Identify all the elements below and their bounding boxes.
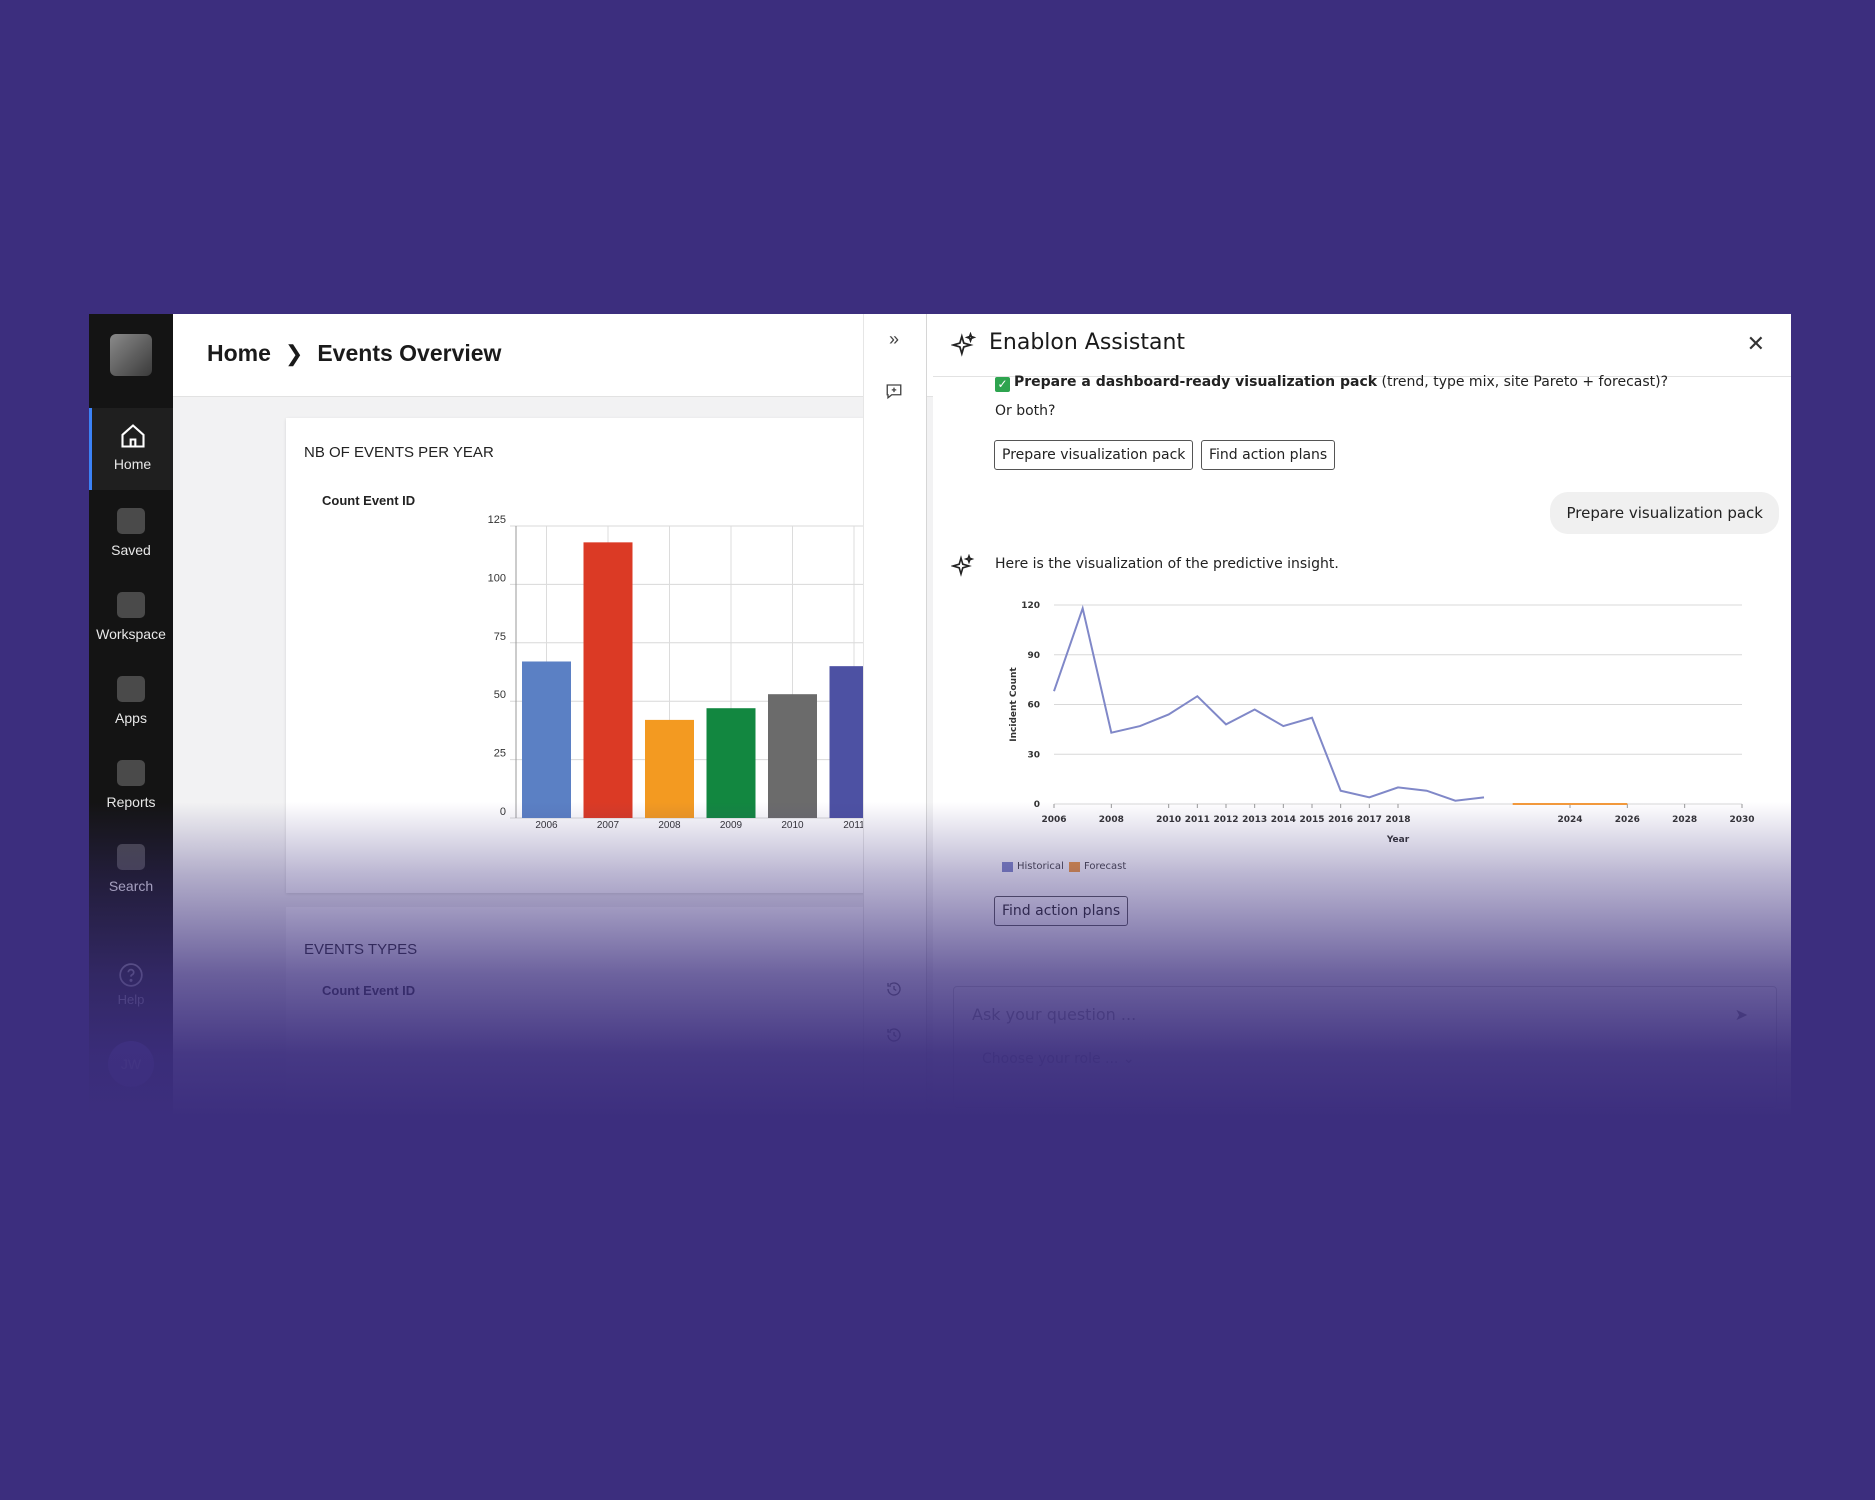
bar-chart: 0 25 50 75 100 125 2006 2007 2008 2009 2010 2011 <box>488 514 906 831</box>
x-tick-label: 2008 <box>1099 815 1124 825</box>
page-title: Events Overview <box>317 340 502 366</box>
y-tick-label: 0 <box>1034 800 1040 810</box>
y-tick-label: 60 <box>1027 701 1040 711</box>
app-window: Home Saved Workspace Apps Reports Search… <box>89 314 1791 1118</box>
question-input[interactable]: Ask your question ... ➤ Choose your role… <box>953 986 1777 1108</box>
bar <box>706 708 756 818</box>
x-tick-label: 2026 <box>1615 815 1640 825</box>
breadcrumb: Home ❯ Events Overview <box>207 340 501 367</box>
bar <box>583 542 633 818</box>
x-tick-label: 2028 <box>1672 815 1697 825</box>
y-tick-label: 90 <box>1027 651 1040 661</box>
sidebar-item-apps[interactable]: Apps <box>89 658 173 740</box>
new-chat-icon[interactable] <box>883 382 905 404</box>
events-per-year-card: NB OF EVENTS PER YEAR Count Event ID 0 25… <box>286 418 906 893</box>
reports-icon <box>117 760 145 786</box>
input-placeholder: Ask your question ... <box>972 1005 1137 1024</box>
apps-icon <box>117 676 145 702</box>
x-tick-label: 2007 <box>597 820 620 831</box>
help-button[interactable]: Help <box>89 962 173 1007</box>
x-tick-label: 2011 <box>843 820 865 831</box>
legend-label: Historical <box>1017 861 1064 872</box>
y-tick-label: 125 <box>488 514 506 526</box>
legend-forecast: Forecast <box>1069 861 1126 872</box>
sidebar-item-saved[interactable]: Saved <box>89 490 173 572</box>
x-tick-label: 2011 <box>1185 815 1210 825</box>
x-tick-label: 2009 <box>720 820 743 831</box>
x-tick-label: 2015 <box>1299 815 1324 825</box>
events-types-card: EVENTS TYPES Count Event ID <box>286 907 906 1118</box>
help-label: Help <box>117 992 145 1007</box>
sidebar-item-label: Home <box>113 456 152 472</box>
x-tick-label: 2014 <box>1271 815 1296 825</box>
card-title: EVENTS TYPES <box>304 941 418 958</box>
x-tick-label: 2016 <box>1328 815 1353 825</box>
y-tick-label: 30 <box>1027 750 1040 760</box>
x-axis-label: Year <box>1386 835 1410 845</box>
card-subtitle: Count Event ID <box>322 983 416 998</box>
legend-swatch <box>1002 861 1013 872</box>
sidebar-item-label: Workspace <box>96 626 166 642</box>
sidebar-item-label: Reports <box>106 794 156 810</box>
x-tick-label: 2010 <box>781 820 804 831</box>
bar <box>645 719 694 818</box>
workspace-icon <box>117 592 145 618</box>
history-icon[interactable] <box>883 980 905 1002</box>
assistant-toolstrip: » <box>863 314 927 1118</box>
x-tick-label: 2030 <box>1729 815 1754 825</box>
x-tick-label: 2018 <box>1385 815 1410 825</box>
legend-historical: Historical <box>1002 861 1064 872</box>
help-icon <box>119 963 143 987</box>
history-icon[interactable] <box>883 1026 905 1048</box>
assistant-panel: Enablon Assistant ✕ ✓ Prepare a dashboard… <box>933 314 1791 1118</box>
x-tick-label: 2017 <box>1357 815 1382 825</box>
y-tick-label: 75 <box>494 631 506 643</box>
y-tick-label: 120 <box>1021 601 1040 611</box>
y-tick-label: 50 <box>494 689 506 701</box>
search-icon <box>117 844 145 870</box>
breadcrumb-home[interactable]: Home <box>207 340 271 366</box>
y-tick-label: 100 <box>488 572 506 584</box>
x-tick-label: 2013 <box>1242 815 1267 825</box>
role-select[interactable]: Choose your role ... ⌄ <box>982 1051 1135 1067</box>
sidebar: Home Saved Workspace Apps Reports Search… <box>89 314 173 1118</box>
dashboard-content: NB OF EVENTS PER YEAR Count Event ID 0 25… <box>173 397 953 1118</box>
legend-swatch <box>1069 861 1080 872</box>
app-logo[interactable] <box>110 334 152 376</box>
legend-label: Forecast <box>1084 861 1127 872</box>
collapse-panel-icon[interactable]: » <box>888 329 899 349</box>
x-tick-label: 2010 <box>1156 815 1181 825</box>
sidebar-item-label: Apps <box>115 710 147 726</box>
sidebar-item-label: Search <box>108 878 154 894</box>
y-axis-label: Incident Count <box>1009 667 1019 742</box>
chevron-down-icon: ⌄ <box>1122 1051 1135 1067</box>
x-tick-label: 2008 <box>658 820 681 831</box>
sidebar-item-search[interactable]: Search <box>89 826 173 908</box>
bar <box>522 661 571 818</box>
find-action-plans-button[interactable]: Find action plans <box>994 896 1129 926</box>
sidebar-item-label: Saved <box>111 542 151 558</box>
role-select-label: Choose your role ... <box>982 1051 1119 1067</box>
send-icon[interactable]: ➤ <box>1734 1005 1748 1024</box>
x-tick-label: 2024 <box>1557 815 1582 825</box>
bar <box>768 694 817 818</box>
x-tick-label: 2006 <box>535 820 558 831</box>
home-icon <box>120 424 145 448</box>
sidebar-item-home[interactable]: Home <box>89 408 173 490</box>
x-tick-label: 2012 <box>1213 815 1238 825</box>
avatar[interactable]: JW <box>108 1041 154 1087</box>
sidebar-item-workspace[interactable]: Workspace <box>89 574 173 656</box>
y-tick-label: 0 <box>500 806 506 818</box>
page-header: Home ❯ Events Overview <box>173 314 953 397</box>
saved-icon <box>117 508 145 534</box>
chevron-right-icon: ❯ <box>284 340 304 366</box>
y-tick-label: 25 <box>494 748 506 760</box>
sidebar-item-reports[interactable]: Reports <box>89 742 173 824</box>
x-tick-label: 2006 <box>1041 815 1066 825</box>
